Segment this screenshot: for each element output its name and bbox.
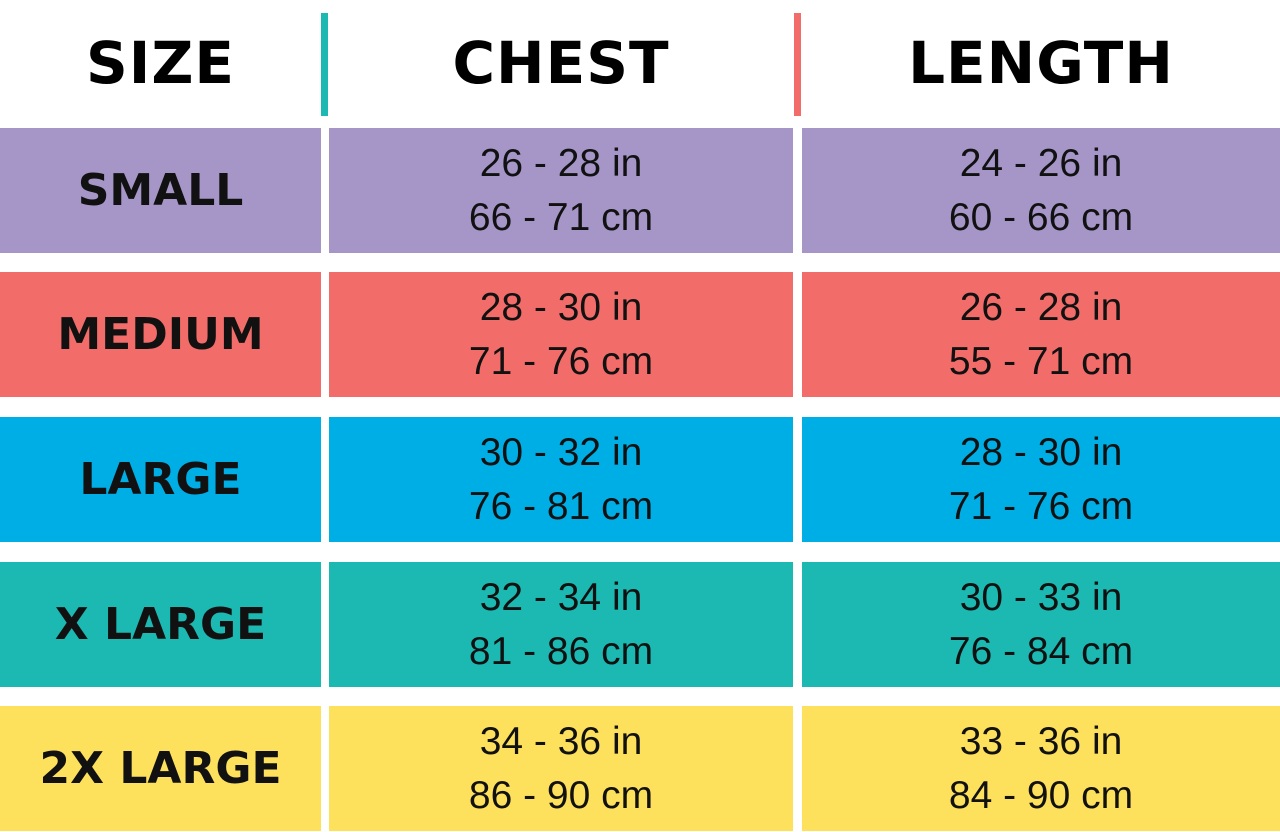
chest-inches: 32 - 34 in (479, 575, 643, 619)
size-cell: MEDIUM (0, 272, 321, 397)
header-length: LENGTH (908, 28, 1174, 97)
chest-cell: 26 - 28 in 66 - 71 cm (329, 128, 793, 253)
length-inches: 28 - 30 in (959, 430, 1123, 474)
chest-cm: 76 - 81 cm (468, 484, 654, 528)
length-inches: 30 - 33 in (959, 575, 1123, 619)
chest-cm: 86 - 90 cm (468, 773, 654, 817)
chest-inches: 26 - 28 in (479, 141, 643, 185)
header-divider-red (794, 13, 801, 116)
size-label: SMALL (77, 165, 244, 216)
chest-cm: 81 - 86 cm (468, 629, 654, 673)
length-cell: 30 - 33 in 76 - 84 cm (802, 562, 1280, 687)
length-cell: 33 - 36 in 84 - 90 cm (802, 706, 1280, 831)
size-cell: SMALL (0, 128, 321, 253)
chest-cm: 66 - 71 cm (468, 195, 654, 239)
length-cell: 26 - 28 in 55 - 71 cm (802, 272, 1280, 397)
length-cell: 28 - 30 in 71 - 76 cm (802, 417, 1280, 542)
length-cm: 60 - 66 cm (948, 195, 1134, 239)
length-cm: 84 - 90 cm (948, 773, 1134, 817)
length-inches: 33 - 36 in (959, 719, 1123, 763)
size-label: LARGE (79, 454, 242, 505)
length-cm: 76 - 84 cm (948, 629, 1134, 673)
chest-inches: 30 - 32 in (479, 430, 643, 474)
chest-inches: 34 - 36 in (479, 719, 643, 763)
header-size: SIZE (85, 28, 236, 97)
length-cm: 55 - 71 cm (948, 339, 1134, 383)
chest-cell: 30 - 32 in 76 - 81 cm (329, 417, 793, 542)
chest-cell: 32 - 34 in 81 - 86 cm (329, 562, 793, 687)
length-cm: 71 - 76 cm (948, 484, 1134, 528)
size-label: 2X LARGE (39, 743, 282, 794)
length-inches: 26 - 28 in (959, 285, 1123, 329)
header-divider-teal (321, 13, 328, 116)
size-cell: LARGE (0, 417, 321, 542)
size-cell: 2X LARGE (0, 706, 321, 831)
chest-cm: 71 - 76 cm (468, 339, 654, 383)
chest-inches: 28 - 30 in (479, 285, 643, 329)
size-label: MEDIUM (57, 309, 264, 360)
header-chest: CHEST (452, 28, 670, 97)
size-label: X LARGE (54, 599, 267, 650)
chest-cell: 28 - 30 in 71 - 76 cm (329, 272, 793, 397)
size-cell: X LARGE (0, 562, 321, 687)
length-inches: 24 - 26 in (959, 141, 1123, 185)
length-cell: 24 - 26 in 60 - 66 cm (802, 128, 1280, 253)
chest-cell: 34 - 36 in 86 - 90 cm (329, 706, 793, 831)
